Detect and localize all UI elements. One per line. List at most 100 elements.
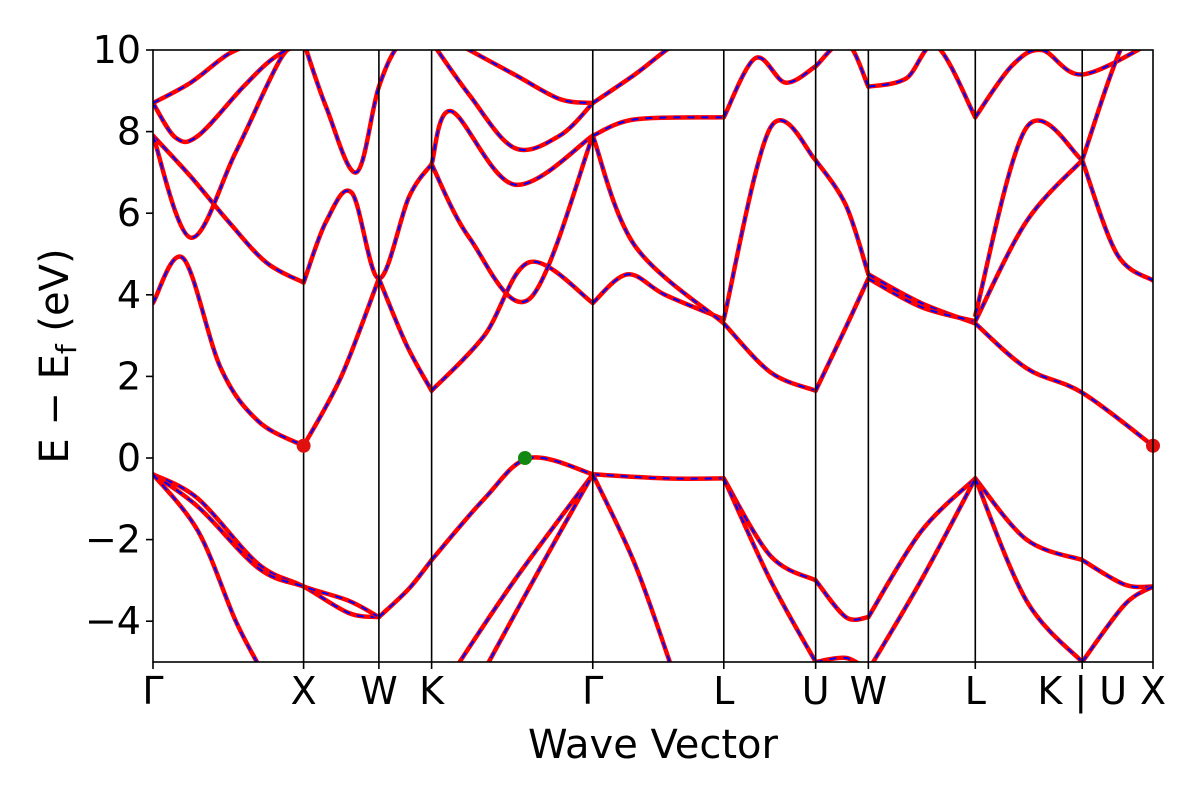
band-line-13 xyxy=(464,50,596,106)
band-line-overlay-17 xyxy=(592,50,669,104)
band-line-overlay-13 xyxy=(467,50,593,104)
band-line-overlay-39 xyxy=(458,473,594,662)
x-tick-label-5: L xyxy=(713,669,734,713)
band-line-overlay-40 xyxy=(487,473,594,662)
band-line-overlay-4 xyxy=(153,50,290,143)
high-symmetry-lines xyxy=(302,50,1084,662)
plot-frame xyxy=(152,49,1154,663)
band-line-39 xyxy=(456,472,596,662)
band-line-17 xyxy=(590,50,671,106)
band-line-29 xyxy=(973,321,1153,449)
band-line-overlay-32 xyxy=(1081,159,1153,282)
y-tick-label-7: 10 xyxy=(93,28,141,72)
band-line-overlay-51 xyxy=(1081,585,1153,662)
band-line-overlay-7 xyxy=(305,50,397,174)
y-axis-ticks: −4 −2 0 2 4 6 8 10 xyxy=(85,28,153,643)
band-line-overlay-8 xyxy=(377,278,433,392)
band-line-30 xyxy=(973,50,1143,120)
band-line-51 xyxy=(1079,584,1153,662)
band-line-41 xyxy=(590,472,673,662)
band-line-49 xyxy=(973,476,1085,662)
extremum-marker-0 xyxy=(296,438,311,453)
band-line-overlay-28 xyxy=(974,159,1083,322)
band-line-overlay-21 xyxy=(814,278,870,392)
y-tick-label-2: 0 xyxy=(117,436,141,480)
band-line-overlay-2 xyxy=(153,135,305,284)
band-line-34 xyxy=(153,472,382,620)
band-line-50 xyxy=(1079,557,1153,590)
band-line-31 xyxy=(1079,50,1123,163)
band-line-overlay-46 xyxy=(867,477,976,618)
band-line-7 xyxy=(303,50,398,175)
band-line-overlay-1 xyxy=(302,278,380,447)
band-line-overlay-34 xyxy=(153,473,380,618)
band-line-22 xyxy=(813,157,871,277)
band-line-overlay-48 xyxy=(974,477,1083,561)
band-line-14 xyxy=(590,272,727,322)
x-tick-label-1: X xyxy=(291,669,317,713)
band-line-overlay-5 xyxy=(153,50,239,104)
band-line-overlay-22 xyxy=(814,159,870,275)
y-axis-label-subscript: f xyxy=(50,343,83,354)
extremum-marker-2 xyxy=(517,451,532,465)
band-line-18 xyxy=(721,118,818,322)
band-line-46 xyxy=(866,476,978,620)
band-line-9 xyxy=(429,259,596,393)
band-line-overlay-26 xyxy=(868,50,977,118)
band-line-overlay-12 xyxy=(436,50,594,151)
y-tick-label-5: 6 xyxy=(117,191,141,235)
band-line-overlay-37 xyxy=(430,456,594,561)
band-line-overlay-24 xyxy=(867,273,976,325)
band-line-overlay-35 xyxy=(153,473,259,662)
x-axis-label: Wave Vector xyxy=(528,722,779,768)
x-tick-label-3: K xyxy=(419,669,445,713)
band-line-overlay-44 xyxy=(814,579,869,621)
band-line-6 xyxy=(301,161,434,285)
band-line-12 xyxy=(434,50,596,153)
band-line-overlay-10 xyxy=(430,135,594,303)
band-line-overlay-45 xyxy=(815,656,858,662)
y-tick-label-0: −4 xyxy=(85,599,141,643)
y-axis-label-main: E − E xyxy=(32,354,78,464)
band-line-overlay-19 xyxy=(723,322,817,392)
band-line-overlay-49 xyxy=(974,478,1083,662)
band-line-overlay-38 xyxy=(592,473,724,480)
band-line-42 xyxy=(721,476,818,583)
band-line-0 xyxy=(153,254,306,449)
band-line-35 xyxy=(153,472,260,662)
band-line-overlay-9 xyxy=(430,260,594,392)
band-line-overlay-29 xyxy=(974,322,1153,447)
x-tick-label-8: L xyxy=(965,669,986,713)
band-line-overlay-25 xyxy=(867,277,976,323)
band-line-overlay-47 xyxy=(872,477,977,662)
band-line-overlay-20 xyxy=(722,56,817,118)
y-axis-label: E − Ef (eV) xyxy=(32,248,83,463)
band-line-15 xyxy=(590,133,727,326)
y-tick-label-1: −2 xyxy=(85,518,141,562)
y-tick-label-3: 2 xyxy=(117,354,141,398)
band-line-23 xyxy=(813,50,871,89)
x-tick-label-6: U xyxy=(802,669,830,713)
x-tick-label-4: Γ xyxy=(582,669,603,713)
band-line-overlay-27 xyxy=(974,119,1083,316)
band-line-overlay-15 xyxy=(591,135,725,325)
band-line-1 xyxy=(301,276,382,449)
band-line-overlay-18 xyxy=(722,119,817,320)
band-line-8 xyxy=(376,276,434,393)
band-line-overlay-41 xyxy=(591,473,671,662)
y-tick-label-6: 8 xyxy=(117,110,141,154)
x-tick-label-7: W xyxy=(850,669,888,713)
band-line-43 xyxy=(721,476,818,662)
x-tick-label-10: X xyxy=(1140,669,1166,713)
y-axis-label-unit: (eV) xyxy=(32,248,78,344)
x-tick-label-2: W xyxy=(360,669,398,713)
y-tick-label-4: 4 xyxy=(117,273,141,317)
bands-layer xyxy=(153,50,1153,662)
band-line-overlay-11 xyxy=(430,110,594,186)
band-line-36 xyxy=(376,557,434,620)
band-line-overlay-6 xyxy=(302,163,433,283)
band-line-16 xyxy=(590,115,727,138)
band-line-overlay-42 xyxy=(722,477,817,582)
